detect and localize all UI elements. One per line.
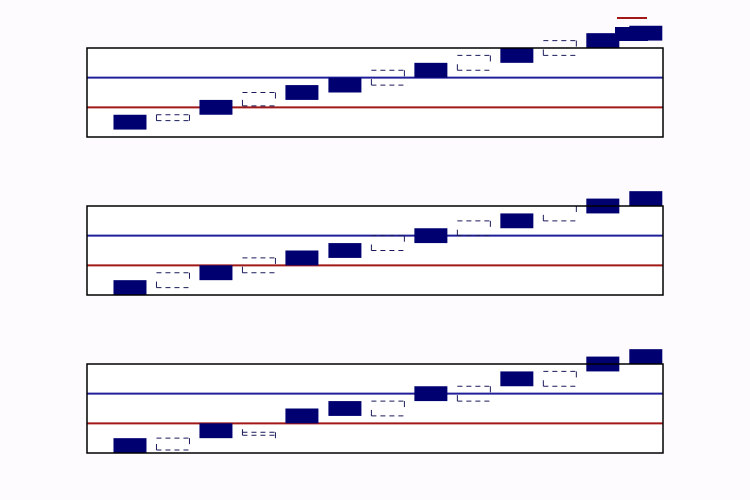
dashed-box-9 — [456, 220, 491, 237]
dashed-box-2 — [155, 114, 190, 122]
box-8 — [414, 386, 448, 402]
box-10 — [500, 371, 534, 387]
plot-frame — [86, 205, 664, 296]
panels — [86, 25, 664, 454]
dashed-box-2 — [155, 437, 190, 451]
box-3 — [199, 99, 233, 115]
box-13 — [629, 25, 663, 41]
dashed-box-7 — [370, 400, 405, 417]
panel-1 — [86, 25, 664, 138]
dashed-box-11 — [542, 370, 577, 387]
dashed-box-9 — [456, 385, 491, 402]
box-5 — [285, 408, 319, 424]
box-1 — [113, 438, 147, 453]
box-1 — [113, 114, 147, 130]
box-3 — [199, 265, 233, 281]
box-10 — [500, 213, 534, 229]
dashed-box-9 — [456, 54, 491, 71]
plot-area — [87, 364, 663, 453]
box-13 — [629, 349, 663, 364]
box-6 — [328, 401, 362, 416]
box-6 — [328, 243, 362, 258]
box-10 — [500, 48, 534, 63]
box-12 — [586, 33, 620, 48]
dashed-box-4 — [241, 92, 276, 107]
box-13 — [629, 191, 663, 206]
dashed-box-11 — [542, 40, 577, 56]
plot-frame — [86, 47, 664, 138]
box-1 — [113, 280, 147, 295]
box-5 — [285, 250, 319, 266]
dashed-box-4 — [241, 257, 276, 274]
box-6 — [328, 77, 362, 93]
box-5 — [285, 85, 319, 100]
box-3 — [199, 423, 233, 439]
dashed-box-2 — [155, 272, 190, 289]
box-8 — [414, 62, 448, 78]
dashed-box-4 — [241, 429, 276, 439]
plot-area — [87, 48, 663, 137]
dashed-box-7 — [370, 69, 405, 86]
plot-frame — [86, 363, 664, 454]
panel-2 — [86, 191, 664, 296]
box-8 — [414, 228, 448, 244]
dashed-box-7 — [370, 235, 405, 251]
panel-3 — [86, 349, 664, 454]
